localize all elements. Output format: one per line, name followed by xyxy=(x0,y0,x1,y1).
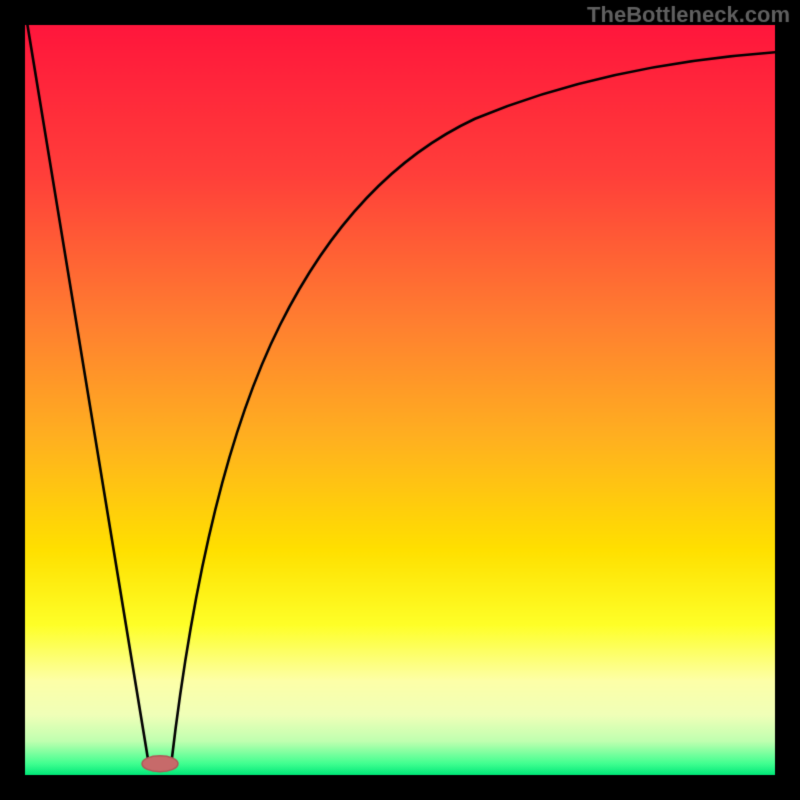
bottleneck-chart xyxy=(0,0,800,800)
